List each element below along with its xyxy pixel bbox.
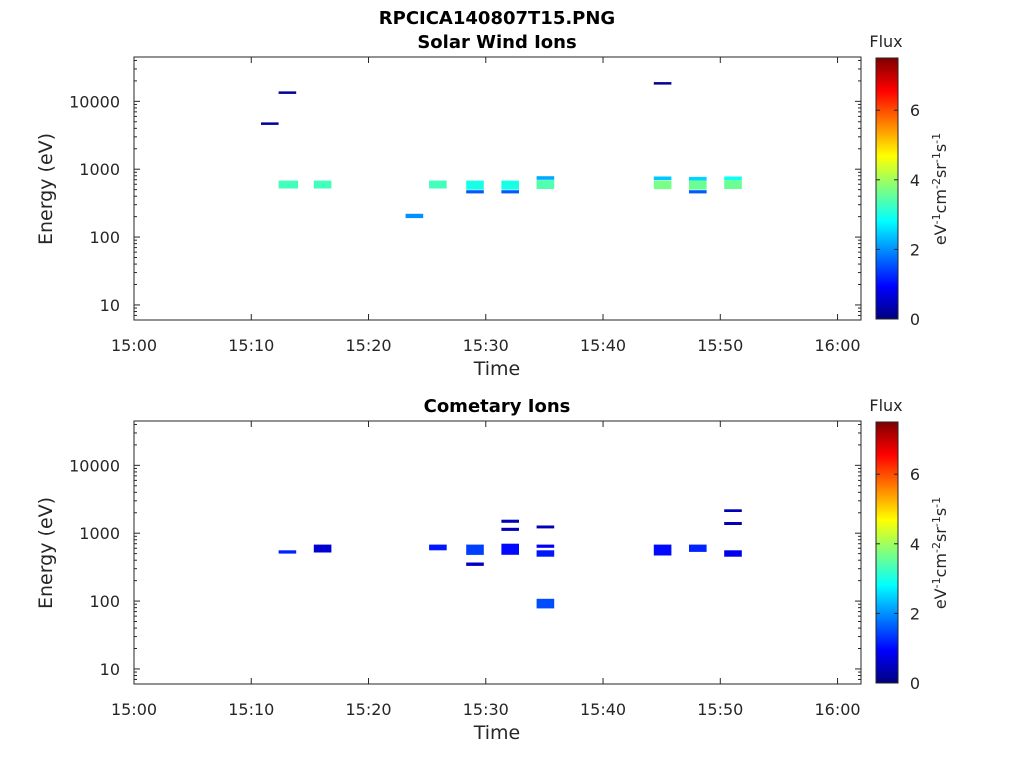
plot-area bbox=[133, 420, 862, 685]
y-tick-group: 10 100 1000 10000 bbox=[69, 59, 861, 321]
data-cell bbox=[536, 525, 555, 529]
data-cell bbox=[536, 176, 555, 180]
colorbar: Flux 0 2 4 6 eV-1cm-2sr-1s-1 bbox=[869, 396, 950, 693]
data-cell bbox=[501, 543, 519, 555]
y-tick-label: 10 bbox=[100, 296, 120, 315]
y-tick-label: 100 bbox=[89, 592, 120, 611]
panel-title: Solar Wind Ions bbox=[417, 32, 576, 53]
panel-solar-wind: Solar Wind Ions 15:00 15:10 15:20 15:30 15:4… bbox=[35, 32, 950, 380]
x-axis-label: Time bbox=[473, 358, 521, 380]
data-cell bbox=[536, 544, 555, 548]
x-tick-label: 15:20 bbox=[345, 700, 391, 719]
colorbar: Flux 0 2 4 6 eV-1cm-2sr-1s-1 bbox=[869, 32, 950, 329]
x-tick-label: 15:20 bbox=[345, 336, 391, 355]
data-cell bbox=[261, 122, 279, 125]
y-tick-label: 10000 bbox=[69, 92, 120, 111]
colorbar-gradient bbox=[875, 57, 899, 320]
y-axis-label: Energy (eV) bbox=[35, 497, 57, 609]
data-cell bbox=[278, 91, 297, 94]
data-cell bbox=[313, 544, 332, 553]
colorbar-gradient bbox=[875, 421, 899, 684]
colorbar-units: eV-1cm-2sr-1s-1 bbox=[930, 497, 950, 609]
data-cell bbox=[653, 82, 672, 85]
y-tick-label: 10000 bbox=[69, 456, 120, 475]
y-tick-label: 100 bbox=[89, 228, 120, 247]
x-tick-label: 15:10 bbox=[228, 700, 274, 719]
colorbar-tick-group: 0 2 4 6 bbox=[876, 465, 920, 693]
data-cell bbox=[689, 180, 707, 190]
x-tick-label: 15:00 bbox=[111, 700, 157, 719]
panel-title: Cometary Ions bbox=[424, 396, 571, 417]
x-tick-label: 15:50 bbox=[697, 336, 743, 355]
y-tick-label: 10 bbox=[100, 660, 120, 679]
data-cells bbox=[278, 509, 742, 609]
data-cell bbox=[429, 544, 447, 551]
colorbar-title: Flux bbox=[869, 32, 902, 51]
x-tick-label: 16:00 bbox=[814, 700, 860, 719]
colorbar-tick-group: 0 2 4 6 bbox=[876, 101, 920, 329]
data-cell bbox=[429, 180, 447, 189]
data-cell bbox=[466, 180, 484, 190]
colorbar-tick-label: 4 bbox=[910, 535, 920, 554]
x-tick-label: 15:40 bbox=[580, 336, 626, 355]
data-cell bbox=[278, 180, 299, 189]
data-cell bbox=[313, 180, 332, 189]
data-cell bbox=[689, 190, 707, 194]
colorbar-tick-label: 0 bbox=[910, 310, 920, 329]
y-tick-label: 1000 bbox=[79, 160, 120, 179]
data-cell bbox=[724, 180, 742, 189]
x-tick-label: 15:40 bbox=[580, 700, 626, 719]
data-cell bbox=[501, 180, 519, 190]
x-tick-label: 15:30 bbox=[463, 336, 509, 355]
data-cells bbox=[261, 82, 742, 219]
panel-cometary: Cometary Ions 15:00 15:10 15:20 15:30 15:40 1… bbox=[35, 396, 950, 744]
data-cell bbox=[653, 176, 672, 181]
data-cell bbox=[724, 522, 742, 525]
data-cell bbox=[466, 562, 484, 566]
data-cell bbox=[466, 544, 484, 555]
data-cell bbox=[405, 213, 424, 219]
x-tick-group: 15:00 15:10 15:20 15:30 15:40 15:50 16:00 bbox=[111, 421, 861, 719]
data-cell bbox=[501, 519, 519, 523]
x-tick-label: 15:30 bbox=[463, 700, 509, 719]
x-tick-label: 15:00 bbox=[111, 336, 157, 355]
colorbar-tick-label: 0 bbox=[910, 674, 920, 693]
data-cell bbox=[724, 550, 742, 557]
x-tick-label: 15:50 bbox=[697, 700, 743, 719]
y-tick-group: 10 100 1000 10000 bbox=[69, 423, 861, 685]
colorbar-units: eV-1cm-2sr-1s-1 bbox=[930, 133, 950, 245]
colorbar-tick-label: 2 bbox=[910, 604, 920, 623]
x-tick-group: 15:00 15:10 15:20 15:30 15:40 15:50 16:00 bbox=[111, 57, 861, 355]
data-cell bbox=[724, 176, 742, 181]
data-cell bbox=[536, 550, 555, 557]
data-cell bbox=[536, 180, 555, 189]
data-cell bbox=[536, 598, 555, 609]
data-cell bbox=[466, 190, 484, 194]
colorbar-title: Flux bbox=[869, 396, 902, 415]
x-axis-label: Time bbox=[473, 722, 521, 744]
colorbar-tick-label: 6 bbox=[910, 465, 920, 484]
data-cell bbox=[278, 550, 297, 554]
data-cell bbox=[689, 176, 707, 181]
x-tick-label: 16:00 bbox=[814, 336, 860, 355]
colorbar-tick-label: 6 bbox=[910, 101, 920, 120]
colorbar-tick-label: 2 bbox=[910, 240, 920, 259]
data-cell bbox=[501, 190, 519, 194]
data-cell bbox=[689, 544, 707, 552]
y-axis-label: Energy (eV) bbox=[35, 133, 57, 245]
data-cell bbox=[501, 527, 519, 531]
y-tick-label: 1000 bbox=[79, 524, 120, 543]
data-cell bbox=[653, 180, 672, 190]
x-tick-label: 15:10 bbox=[228, 336, 274, 355]
data-cell bbox=[653, 544, 672, 556]
colorbar-tick-label: 4 bbox=[910, 171, 920, 190]
figure-title: RPCICA140807T15.PNG bbox=[379, 8, 615, 29]
plot-area bbox=[133, 56, 862, 321]
data-cell bbox=[724, 509, 742, 512]
